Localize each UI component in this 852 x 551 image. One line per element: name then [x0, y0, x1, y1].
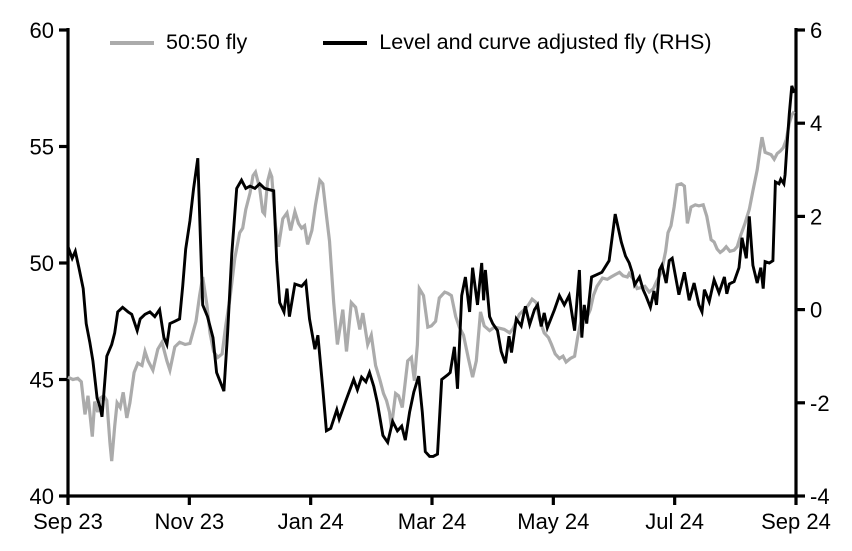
x-tick-label: Jan 24: [278, 509, 344, 534]
chart-legend: 50:50 fly Level and curve adjusted fly (…: [110, 30, 712, 55]
y-right-tick-label: 0: [810, 298, 822, 323]
y-right-tick-label: 2: [810, 204, 822, 229]
legend-label-adjusted-fly: Level and curve adjusted fly (RHS): [379, 30, 712, 54]
x-tick-label: Sep 24: [761, 509, 831, 534]
y-right-tick-label: 4: [810, 111, 822, 136]
y-left-tick-label: 50: [30, 251, 54, 276]
series-line-0: [67, 110, 796, 462]
legend-label-5050-fly: 50:50 fly: [166, 30, 248, 54]
legend-item-adjusted-fly: Level and curve adjusted fly (RHS): [323, 30, 712, 55]
y-left-tick-label: 40: [30, 484, 54, 509]
black-line-swatch-icon: [323, 40, 368, 45]
y-right-tick-label: -4: [810, 484, 830, 509]
legend-item-5050-fly: 50:50 fly: [110, 30, 247, 55]
y-left-tick-label: 45: [30, 368, 54, 393]
x-tick-label: Nov 23: [154, 509, 224, 534]
y-left-tick-label: 55: [30, 135, 54, 160]
y-left-tick-label: 60: [30, 18, 54, 43]
x-tick-label: Jul 24: [645, 509, 704, 534]
x-tick-label: Mar 24: [398, 509, 466, 534]
y-right-tick-label: -2: [810, 391, 830, 416]
series-line-1: [66, 85, 796, 458]
x-tick-label: Sep 23: [33, 509, 103, 534]
x-tick-label: May 24: [517, 509, 589, 534]
gray-line-swatch-icon: [110, 40, 154, 45]
y-right-tick-label: 6: [810, 18, 822, 43]
